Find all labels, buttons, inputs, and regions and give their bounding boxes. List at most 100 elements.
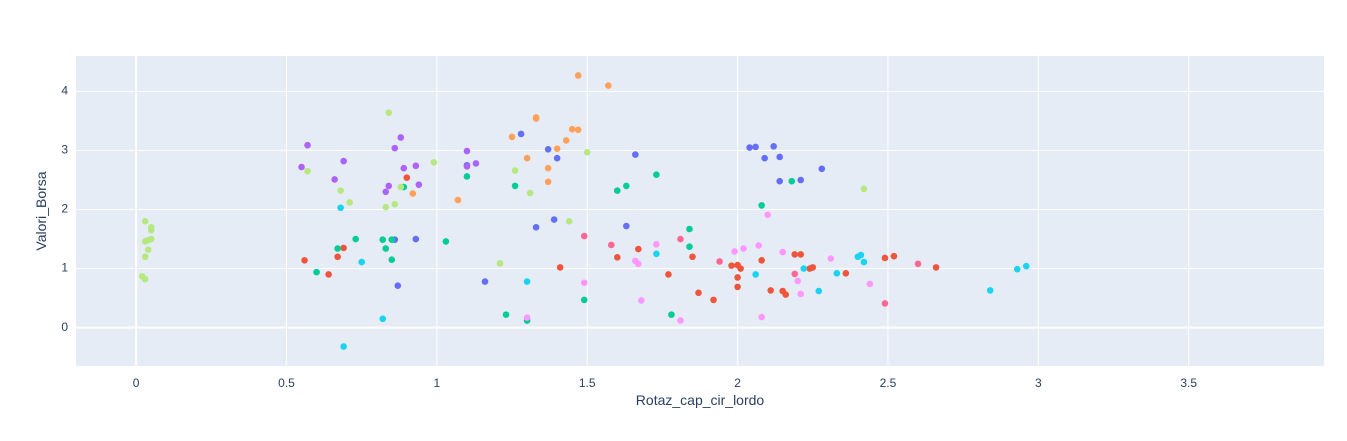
data-point[interactable]: [604, 82, 612, 89]
data-point[interactable]: [794, 277, 802, 285]
data-point[interactable]: [556, 264, 564, 271]
data-point[interactable]: [337, 187, 344, 194]
data-point[interactable]: [141, 253, 149, 261]
data-point[interactable]: [409, 190, 417, 197]
data-point[interactable]: [614, 254, 621, 261]
data-point[interactable]: [809, 264, 817, 271]
data-point[interactable]: [791, 251, 799, 258]
data-point[interactable]: [388, 256, 396, 264]
data-point[interactable]: [583, 148, 591, 156]
data-point[interactable]: [740, 245, 747, 252]
data-point[interactable]: [532, 223, 540, 231]
data-point[interactable]: [325, 271, 332, 278]
data-point[interactable]: [565, 218, 573, 225]
data-point[interactable]: [430, 158, 438, 166]
data-point[interactable]: [758, 313, 765, 321]
data-point[interactable]: [544, 178, 552, 186]
data-point[interactable]: [914, 260, 922, 268]
data-point[interactable]: [623, 222, 630, 230]
data-point[interactable]: [346, 199, 353, 206]
data-point[interactable]: [397, 134, 405, 141]
data-point[interactable]: [788, 177, 796, 185]
data-point[interactable]: [1022, 262, 1030, 270]
data-point[interactable]: [623, 182, 630, 190]
data-point[interactable]: [580, 279, 588, 287]
data-point[interactable]: [550, 216, 558, 223]
data-point[interactable]: [1013, 265, 1021, 273]
data-point[interactable]: [842, 269, 850, 277]
data-point[interactable]: [728, 262, 735, 269]
data-point[interactable]: [764, 211, 771, 219]
data-point[interactable]: [385, 182, 393, 190]
data-point[interactable]: [767, 287, 774, 294]
data-point[interactable]: [304, 141, 311, 149]
data-point[interactable]: [686, 225, 693, 233]
data-point[interactable]: [508, 133, 516, 141]
data-point[interactable]: [752, 271, 759, 278]
data-point[interactable]: [532, 114, 540, 121]
data-point[interactable]: [746, 144, 753, 151]
data-point[interactable]: [481, 278, 489, 285]
data-point[interactable]: [391, 200, 399, 208]
data-point[interactable]: [653, 241, 660, 248]
data-point[interactable]: [776, 177, 783, 185]
data-point[interactable]: [677, 235, 684, 243]
data-point[interactable]: [544, 145, 552, 153]
data-point[interactable]: [144, 246, 152, 253]
data-point[interactable]: [147, 223, 155, 231]
data-point[interactable]: [710, 296, 717, 304]
data-point[interactable]: [400, 164, 408, 172]
data-point[interactable]: [340, 157, 347, 165]
data-point[interactable]: [463, 147, 471, 155]
data-point[interactable]: [523, 278, 531, 285]
data-point[interactable]: [352, 235, 359, 243]
data-point[interactable]: [881, 254, 889, 262]
data-point[interactable]: [731, 248, 738, 255]
data-point[interactable]: [734, 283, 741, 291]
data-point[interactable]: [607, 241, 615, 249]
data-point[interactable]: [827, 255, 835, 262]
data-point[interactable]: [415, 181, 423, 189]
data-point[interactable]: [638, 297, 645, 304]
data-point[interactable]: [574, 126, 582, 134]
data-point[interactable]: [860, 258, 868, 266]
data-point[interactable]: [340, 343, 347, 350]
data-point[interactable]: [779, 248, 786, 256]
data-point[interactable]: [403, 174, 411, 181]
data-point[interactable]: [791, 270, 799, 278]
data-point[interactable]: [382, 188, 390, 196]
data-point[interactable]: [496, 259, 504, 267]
data-point[interactable]: [463, 173, 471, 180]
data-point[interactable]: [782, 291, 790, 298]
data-point[interactable]: [632, 151, 639, 158]
data-point[interactable]: [147, 235, 155, 243]
data-point[interactable]: [526, 189, 534, 197]
data-point[interactable]: [472, 160, 480, 167]
data-point[interactable]: [553, 154, 561, 162]
data-point[interactable]: [301, 257, 308, 264]
data-point[interactable]: [686, 243, 693, 251]
data-point[interactable]: [141, 218, 149, 225]
data-point[interactable]: [758, 257, 765, 264]
data-point[interactable]: [382, 203, 390, 211]
data-point[interactable]: [881, 300, 889, 307]
data-point[interactable]: [568, 125, 576, 133]
data-point[interactable]: [331, 176, 338, 183]
data-point[interactable]: [313, 268, 320, 276]
data-point[interactable]: [761, 154, 768, 162]
data-point[interactable]: [860, 185, 868, 193]
data-point[interactable]: [797, 176, 805, 184]
data-point[interactable]: [454, 196, 462, 204]
data-point[interactable]: [866, 280, 874, 288]
data-point[interactable]: [758, 202, 765, 209]
data-point[interactable]: [752, 143, 759, 151]
data-point[interactable]: [304, 167, 311, 175]
data-point[interactable]: [776, 153, 783, 161]
data-point[interactable]: [695, 289, 702, 297]
data-point[interactable]: [511, 167, 519, 174]
data-point[interactable]: [412, 235, 420, 243]
data-point[interactable]: [716, 258, 723, 265]
data-point[interactable]: [523, 314, 531, 321]
data-point[interactable]: [517, 130, 525, 138]
data-point[interactable]: [668, 311, 675, 318]
